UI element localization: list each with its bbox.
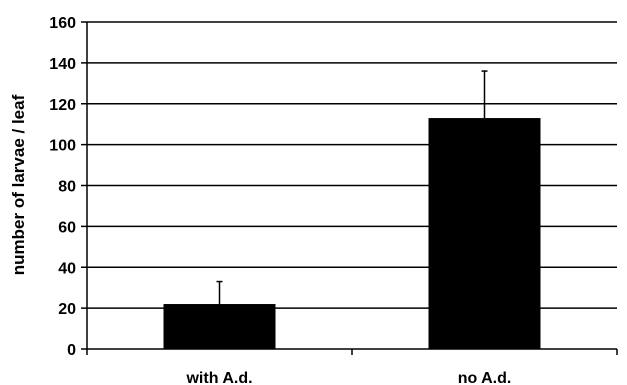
bar-0 <box>163 304 276 349</box>
axes <box>81 21 618 355</box>
y-tick-label-20: 20 <box>58 301 76 318</box>
error-bars <box>216 70 488 305</box>
x-tick-labels: with A.d. no A.d. <box>185 370 511 385</box>
y-tick-label-120: 120 <box>49 97 76 114</box>
bars <box>163 118 541 350</box>
y-tick-label-140: 140 <box>49 56 76 73</box>
x-tick-label-1: no A.d. <box>458 370 512 385</box>
y-tick-label-160: 160 <box>49 15 76 32</box>
y-tick-label-60: 60 <box>58 219 76 236</box>
y-tick-labels: 0 20 40 60 80 100 120 140 160 <box>49 15 76 359</box>
gridlines <box>87 21 617 309</box>
x-tick-label-0: with A.d. <box>185 370 252 385</box>
bar-1 <box>428 118 541 350</box>
y-tick-label-0: 0 <box>67 342 76 359</box>
y-tick-label-80: 80 <box>58 179 76 196</box>
y-tick-label-40: 40 <box>58 260 76 277</box>
y-tick-label-100: 100 <box>49 138 76 155</box>
y-axis-label: number of larvae / leaf <box>9 94 28 275</box>
